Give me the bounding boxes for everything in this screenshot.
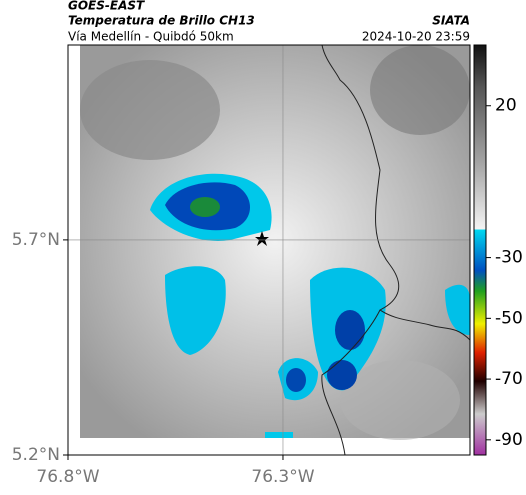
org: SIATA <box>432 14 470 28</box>
colorbar-label: -90 <box>495 430 523 450</box>
title: Temperatura de Brillo CH13 <box>68 14 255 28</box>
x-tick-label: 76.3°W <box>251 467 314 487</box>
colorbar-label: 20 <box>495 96 517 116</box>
colorbar-label: -30 <box>495 248 523 268</box>
satellite-image <box>80 44 471 456</box>
map-frame <box>67 44 471 456</box>
colorbar-label: -70 <box>495 369 523 389</box>
colorbar-label: -50 <box>495 308 523 328</box>
source: GOES-EAST <box>68 0 145 13</box>
datetime: 2024-10-20 23:59 <box>362 30 470 44</box>
subtitle: Vía Medellín - Quibdó 50km <box>68 30 234 44</box>
x-tick-label: 76.8°W <box>36 467 99 487</box>
y-tick-label: 5.2°N <box>12 445 60 465</box>
y-tick-label: 5.7°N <box>12 230 60 250</box>
colorbar <box>473 44 487 456</box>
